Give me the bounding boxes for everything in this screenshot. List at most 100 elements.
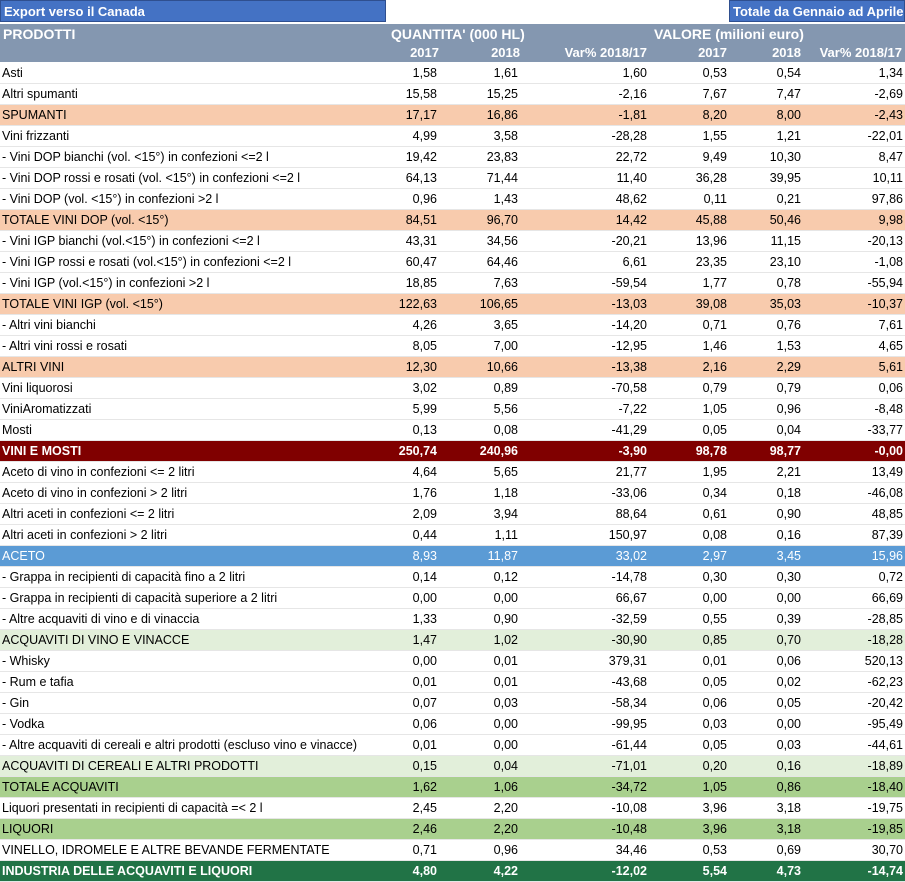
- product-cell[interactable]: LIQUORI: [0, 818, 377, 840]
- value-var-cell[interactable]: 0,06: [803, 377, 905, 399]
- value-var-cell[interactable]: -0,00: [803, 440, 905, 462]
- quantity-2017-cell[interactable]: 0,01: [377, 734, 439, 756]
- value-2018-cell[interactable]: 3,18: [729, 818, 803, 840]
- value-2017-cell[interactable]: 0,05: [649, 671, 729, 693]
- value-2018-cell[interactable]: 50,46: [729, 209, 803, 231]
- value-var-cell[interactable]: 30,70: [803, 839, 905, 861]
- quantity-2017-cell[interactable]: 1,58: [377, 63, 439, 84]
- quantity-2018-cell[interactable]: 106,65: [439, 293, 520, 315]
- value-var-cell[interactable]: -8,48: [803, 398, 905, 420]
- product-cell[interactable]: Aceto di vino in confezioni > 2 litri: [0, 482, 377, 504]
- quantity-2018-cell[interactable]: 0,00: [439, 734, 520, 756]
- quantity-2018-cell[interactable]: 15,25: [439, 83, 520, 105]
- product-cell[interactable]: - Altri vini rossi e rosati: [0, 335, 377, 357]
- quantity-2018-cell[interactable]: 0,00: [439, 713, 520, 735]
- value-var-cell[interactable]: 10,11: [803, 167, 905, 189]
- product-cell[interactable]: - Vini IGP bianchi (vol.<15°) in confezi…: [0, 230, 377, 252]
- quantity-2017-cell[interactable]: 4,99: [377, 125, 439, 147]
- value-2018-cell[interactable]: 0,04: [729, 419, 803, 441]
- value-var-cell[interactable]: -18,89: [803, 755, 905, 777]
- product-cell[interactable]: TOTALE VINI DOP (vol. <15°): [0, 209, 377, 231]
- quantity-var-cell[interactable]: 6,61: [520, 251, 649, 273]
- value-2018-cell[interactable]: 0,16: [729, 524, 803, 546]
- quantity-2017-cell[interactable]: 0,06: [377, 713, 439, 735]
- quantity-2018-cell[interactable]: 0,01: [439, 650, 520, 672]
- quantity-2018-cell[interactable]: 0,12: [439, 566, 520, 588]
- quantity-var-cell[interactable]: -70,58: [520, 377, 649, 399]
- value-2018-cell[interactable]: 0,69: [729, 839, 803, 861]
- product-cell[interactable]: - Altri vini bianchi: [0, 314, 377, 336]
- quantity-var-cell[interactable]: -14,78: [520, 566, 649, 588]
- value-var-cell[interactable]: -19,75: [803, 797, 905, 819]
- quantity-var-cell[interactable]: -32,59: [520, 608, 649, 630]
- export-title-cell[interactable]: Export verso il Canada: [0, 0, 386, 22]
- value-2018-cell[interactable]: 0,00: [729, 713, 803, 735]
- value-2018-cell[interactable]: 0,18: [729, 482, 803, 504]
- quantity-var-cell[interactable]: -99,95: [520, 713, 649, 735]
- quantity-var-cell[interactable]: -30,90: [520, 629, 649, 651]
- product-cell[interactable]: Vini frizzanti: [0, 125, 377, 147]
- value-2018-cell[interactable]: 23,10: [729, 251, 803, 273]
- quantity-2018-cell[interactable]: 1,02: [439, 629, 520, 651]
- quantity-2017-cell[interactable]: 1,62: [377, 776, 439, 798]
- value-2017-cell[interactable]: 13,96: [649, 230, 729, 252]
- value-2018-cell[interactable]: 0,78: [729, 272, 803, 294]
- product-cell[interactable]: Liquori presentati in recipienti di capa…: [0, 797, 377, 819]
- quantity-2018-cell[interactable]: 11,87: [439, 545, 520, 567]
- quantity-2018-cell[interactable]: 1,43: [439, 188, 520, 210]
- product-cell[interactable]: - Vini IGP (vol.<15°) in confezioni >2 l: [0, 272, 377, 294]
- quantity-var-cell[interactable]: 1,60: [520, 63, 649, 84]
- product-cell[interactable]: Altri spumanti: [0, 83, 377, 105]
- quantity-2018-cell[interactable]: 1,61: [439, 63, 520, 84]
- quantity-2018-cell[interactable]: 0,00: [439, 587, 520, 609]
- value-2017-cell[interactable]: 0,53: [649, 63, 729, 84]
- value-2017-cell[interactable]: 0,55: [649, 608, 729, 630]
- quantity-var-cell[interactable]: 48,62: [520, 188, 649, 210]
- value-2017-cell[interactable]: 98,78: [649, 440, 729, 462]
- quantity-var-cell[interactable]: -12,02: [520, 860, 649, 882]
- quantity-var-cell[interactable]: -43,68: [520, 671, 649, 693]
- value-2017-cell[interactable]: 0,05: [649, 419, 729, 441]
- value-2018-cell[interactable]: 8,00: [729, 104, 803, 126]
- quantity-2018-cell[interactable]: 10,66: [439, 356, 520, 378]
- quantity-2018-cell[interactable]: 5,56: [439, 398, 520, 420]
- quantity-2018-cell[interactable]: 5,65: [439, 461, 520, 483]
- value-2018-cell[interactable]: 0,16: [729, 755, 803, 777]
- value-2018-cell[interactable]: 0,90: [729, 503, 803, 525]
- value-2018-cell[interactable]: 0,39: [729, 608, 803, 630]
- value-2017-cell[interactable]: 0,08: [649, 524, 729, 546]
- quantity-2017-cell[interactable]: 0,14: [377, 566, 439, 588]
- quantity-2017-cell[interactable]: 0,71: [377, 839, 439, 861]
- value-2017-cell[interactable]: 39,08: [649, 293, 729, 315]
- value-var-cell[interactable]: 87,39: [803, 524, 905, 546]
- quantity-2018-cell[interactable]: 0,90: [439, 608, 520, 630]
- quantity-var-cell[interactable]: -2,16: [520, 83, 649, 105]
- quantity-2018-cell[interactable]: 2,20: [439, 797, 520, 819]
- quantity-2017-cell[interactable]: 4,80: [377, 860, 439, 882]
- value-var-cell[interactable]: 7,61: [803, 314, 905, 336]
- product-cell[interactable]: ACETO: [0, 545, 377, 567]
- value-2017-cell[interactable]: 0,34: [649, 482, 729, 504]
- product-cell[interactable]: VINI E MOSTI: [0, 440, 377, 462]
- value-var-cell[interactable]: -44,61: [803, 734, 905, 756]
- value-2018-cell[interactable]: 0,21: [729, 188, 803, 210]
- quantity-var-cell[interactable]: -3,90: [520, 440, 649, 462]
- value-2017-cell[interactable]: 0,71: [649, 314, 729, 336]
- value-var-cell[interactable]: 520,13: [803, 650, 905, 672]
- quantity-2017-cell[interactable]: 0,00: [377, 587, 439, 609]
- product-cell[interactable]: Asti: [0, 63, 377, 84]
- value-2017-cell[interactable]: 3,96: [649, 797, 729, 819]
- quantity-2017-cell[interactable]: 18,85: [377, 272, 439, 294]
- product-cell[interactable]: - Vodka: [0, 713, 377, 735]
- value-2017-cell[interactable]: 36,28: [649, 167, 729, 189]
- quantity-2017-cell[interactable]: 0,00: [377, 650, 439, 672]
- value-2018-cell[interactable]: 3,18: [729, 797, 803, 819]
- product-cell[interactable]: TOTALE VINI IGP (vol. <15°): [0, 293, 377, 315]
- value-var-cell[interactable]: 8,47: [803, 146, 905, 168]
- quantity-2017-cell[interactable]: 2,09: [377, 503, 439, 525]
- quantity-2018-cell[interactable]: 0,89: [439, 377, 520, 399]
- value-var-cell[interactable]: -10,37: [803, 293, 905, 315]
- value-2018-cell[interactable]: 0,86: [729, 776, 803, 798]
- value-2017-cell[interactable]: 23,35: [649, 251, 729, 273]
- product-cell[interactable]: ACQUAVITI DI CEREALI E ALTRI PRODOTTI: [0, 755, 377, 777]
